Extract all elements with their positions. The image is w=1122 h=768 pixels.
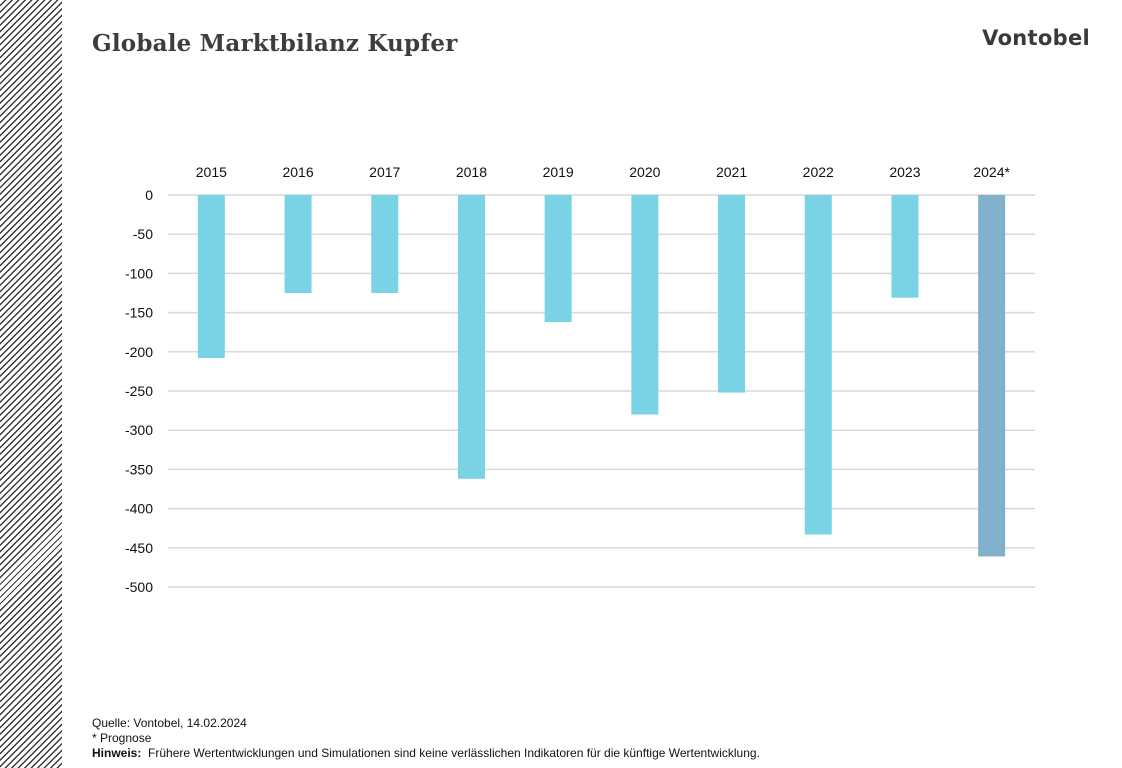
bars	[197, 195, 1006, 557]
bar-2018	[457, 195, 485, 479]
y-tick-label: -300	[125, 422, 153, 438]
x-axis-tick-labels: 2015 2016 2017 2018 2019 2020 2021 2022 2023 2024…	[196, 164, 1011, 180]
y-tick-label: -400	[125, 501, 153, 517]
y-tick-label: -50	[133, 226, 153, 242]
x-tick-label: 2022	[803, 164, 834, 180]
bar-2020	[631, 195, 659, 415]
y-tick-label: -150	[125, 305, 153, 321]
bar-2019	[544, 195, 572, 323]
x-tick-label: 2021	[716, 164, 747, 180]
x-tick-label: 2018	[456, 164, 487, 180]
bar-2024-forecast	[978, 195, 1006, 557]
hatched-side-border	[0, 0, 62, 768]
x-tick-label: 2024*	[973, 164, 1010, 180]
bar-2016	[284, 195, 312, 293]
y-axis-tick-labels: 0 -50 -100 -150 -200 -250 -300 -350 -400 -450 -500	[125, 187, 153, 595]
y-tick-label: -500	[125, 579, 153, 595]
x-tick-label: 2019	[543, 164, 574, 180]
bar-2022	[804, 195, 832, 535]
footer-notes: Quelle: Vontobel, 14.02.2024 * Prognose …	[92, 716, 760, 761]
chart-title: Globale Marktbilanz Kupfer	[92, 30, 458, 57]
forecast-footnote: * Prognose	[92, 731, 152, 745]
y-tick-label: -450	[125, 540, 153, 556]
disclaimer-label: Hinweis:	[92, 746, 142, 760]
y-tick-label: 0	[145, 187, 153, 203]
disclaimer-text: Frühere Wertentwicklungen und Simulation…	[148, 746, 760, 760]
y-tick-label: -250	[125, 383, 153, 399]
vontobel-logo: Vontobel	[982, 26, 1090, 50]
x-tick-label: 2016	[282, 164, 313, 180]
bar-2015	[197, 195, 225, 359]
y-tick-label: -100	[125, 265, 153, 281]
bar-2017	[371, 195, 399, 293]
gridlines	[168, 194, 1035, 588]
x-tick-label: 2015	[196, 164, 227, 180]
x-tick-label: 2020	[629, 164, 660, 180]
y-tick-label: -350	[125, 461, 153, 477]
x-tick-label: 2017	[369, 164, 400, 180]
bar-2023	[891, 195, 919, 298]
source-note: Quelle: Vontobel, 14.02.2024	[92, 716, 247, 730]
y-tick-label: -200	[125, 344, 153, 360]
disclaimer: Hinweis: Frühere Wertentwicklungen und S…	[92, 746, 760, 761]
bar-2021	[718, 195, 746, 393]
x-tick-label: 2023	[889, 164, 920, 180]
